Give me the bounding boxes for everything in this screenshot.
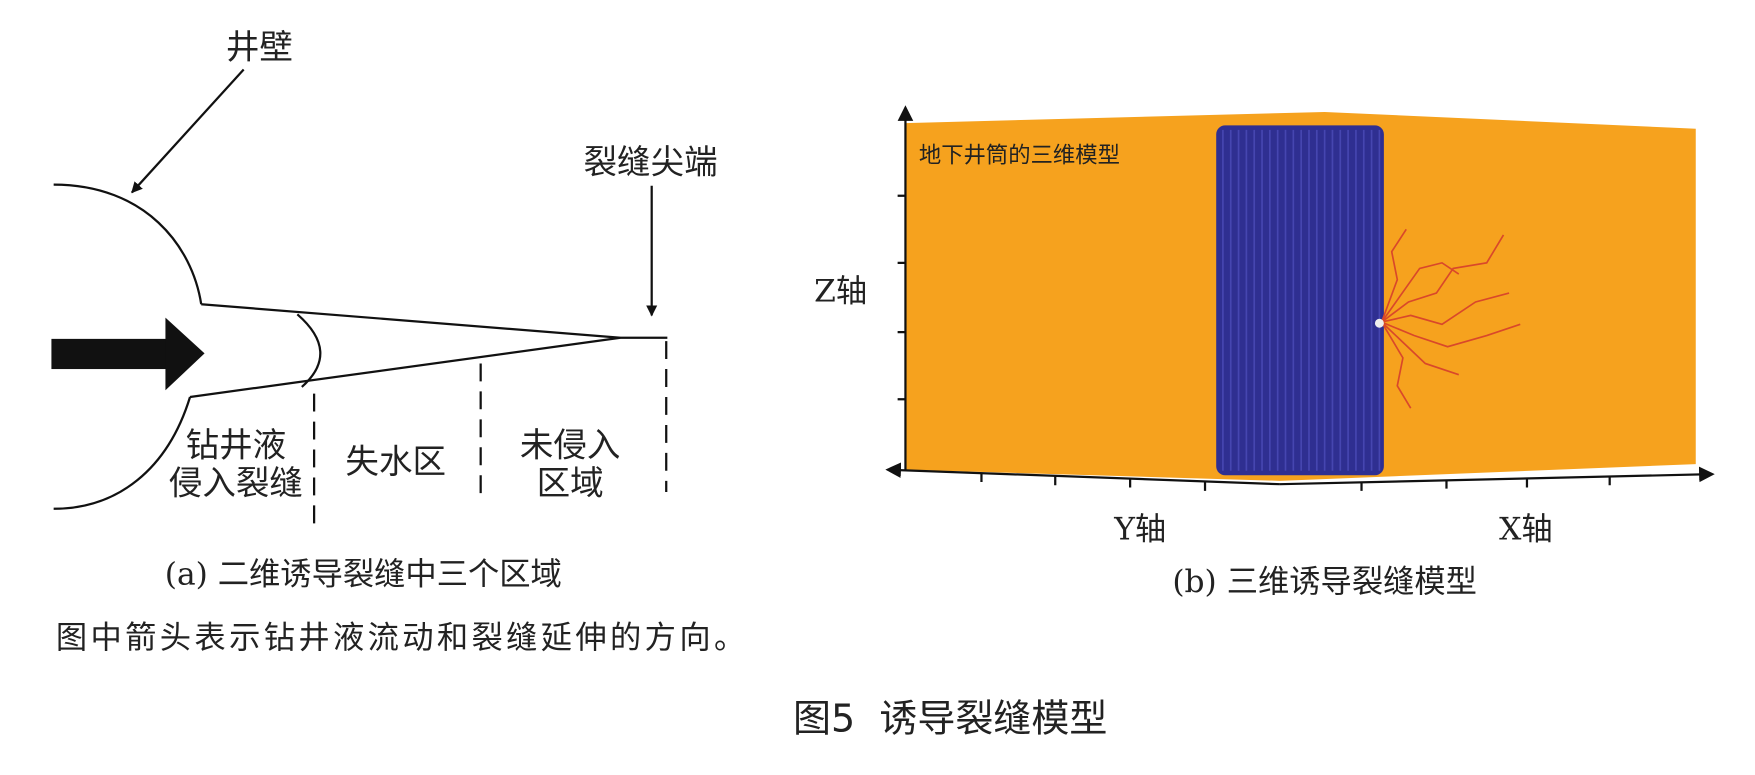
label: 井壁: [226, 27, 293, 66]
flow-arrow: [51, 317, 205, 391]
figure-caption: 图5 诱导裂缝模型: [793, 697, 1107, 741]
fractures: [1380, 228, 1521, 409]
fracture: [189, 303, 621, 399]
label: 区域: [537, 463, 604, 502]
label: 裂缝尖端: [584, 142, 718, 181]
panel-a: 井壁 裂缝尖端 钻井液 侵入裂缝 失水区 未侵入 区域 (a) 二维诱导裂缝中三…: [51, 27, 718, 592]
axis-label: Z轴: [814, 274, 867, 310]
label: 侵入裂缝: [169, 463, 303, 502]
wellbore-cylinder: [1216, 125, 1384, 476]
wellbore-wall: [53, 183, 203, 305]
axis-label: Y轴: [1113, 512, 1166, 548]
well-point: [1374, 318, 1384, 328]
panel-b: 地下井筒的三维模型 Z轴 Y轴 X轴 (b) 三维诱导裂缝模型: [814, 105, 1715, 600]
label: 地下井筒的三维模型: [919, 143, 1120, 169]
invasion-front: [296, 313, 322, 388]
axis-label: X轴: [1499, 512, 1553, 548]
caption: (a) 二维诱导裂缝中三个区域: [165, 556, 562, 592]
note: 图中箭头表示钻井液流动和裂缝延伸的方向。: [56, 620, 749, 656]
axes: [885, 105, 1715, 491]
label: 未侵入: [520, 425, 621, 464]
label: 钻井液: [186, 425, 287, 464]
wellbore-wall: [53, 396, 192, 510]
pointer: [131, 68, 245, 194]
caption: (b) 三维诱导裂缝模型: [1172, 564, 1477, 600]
label: 失水区: [345, 442, 446, 481]
